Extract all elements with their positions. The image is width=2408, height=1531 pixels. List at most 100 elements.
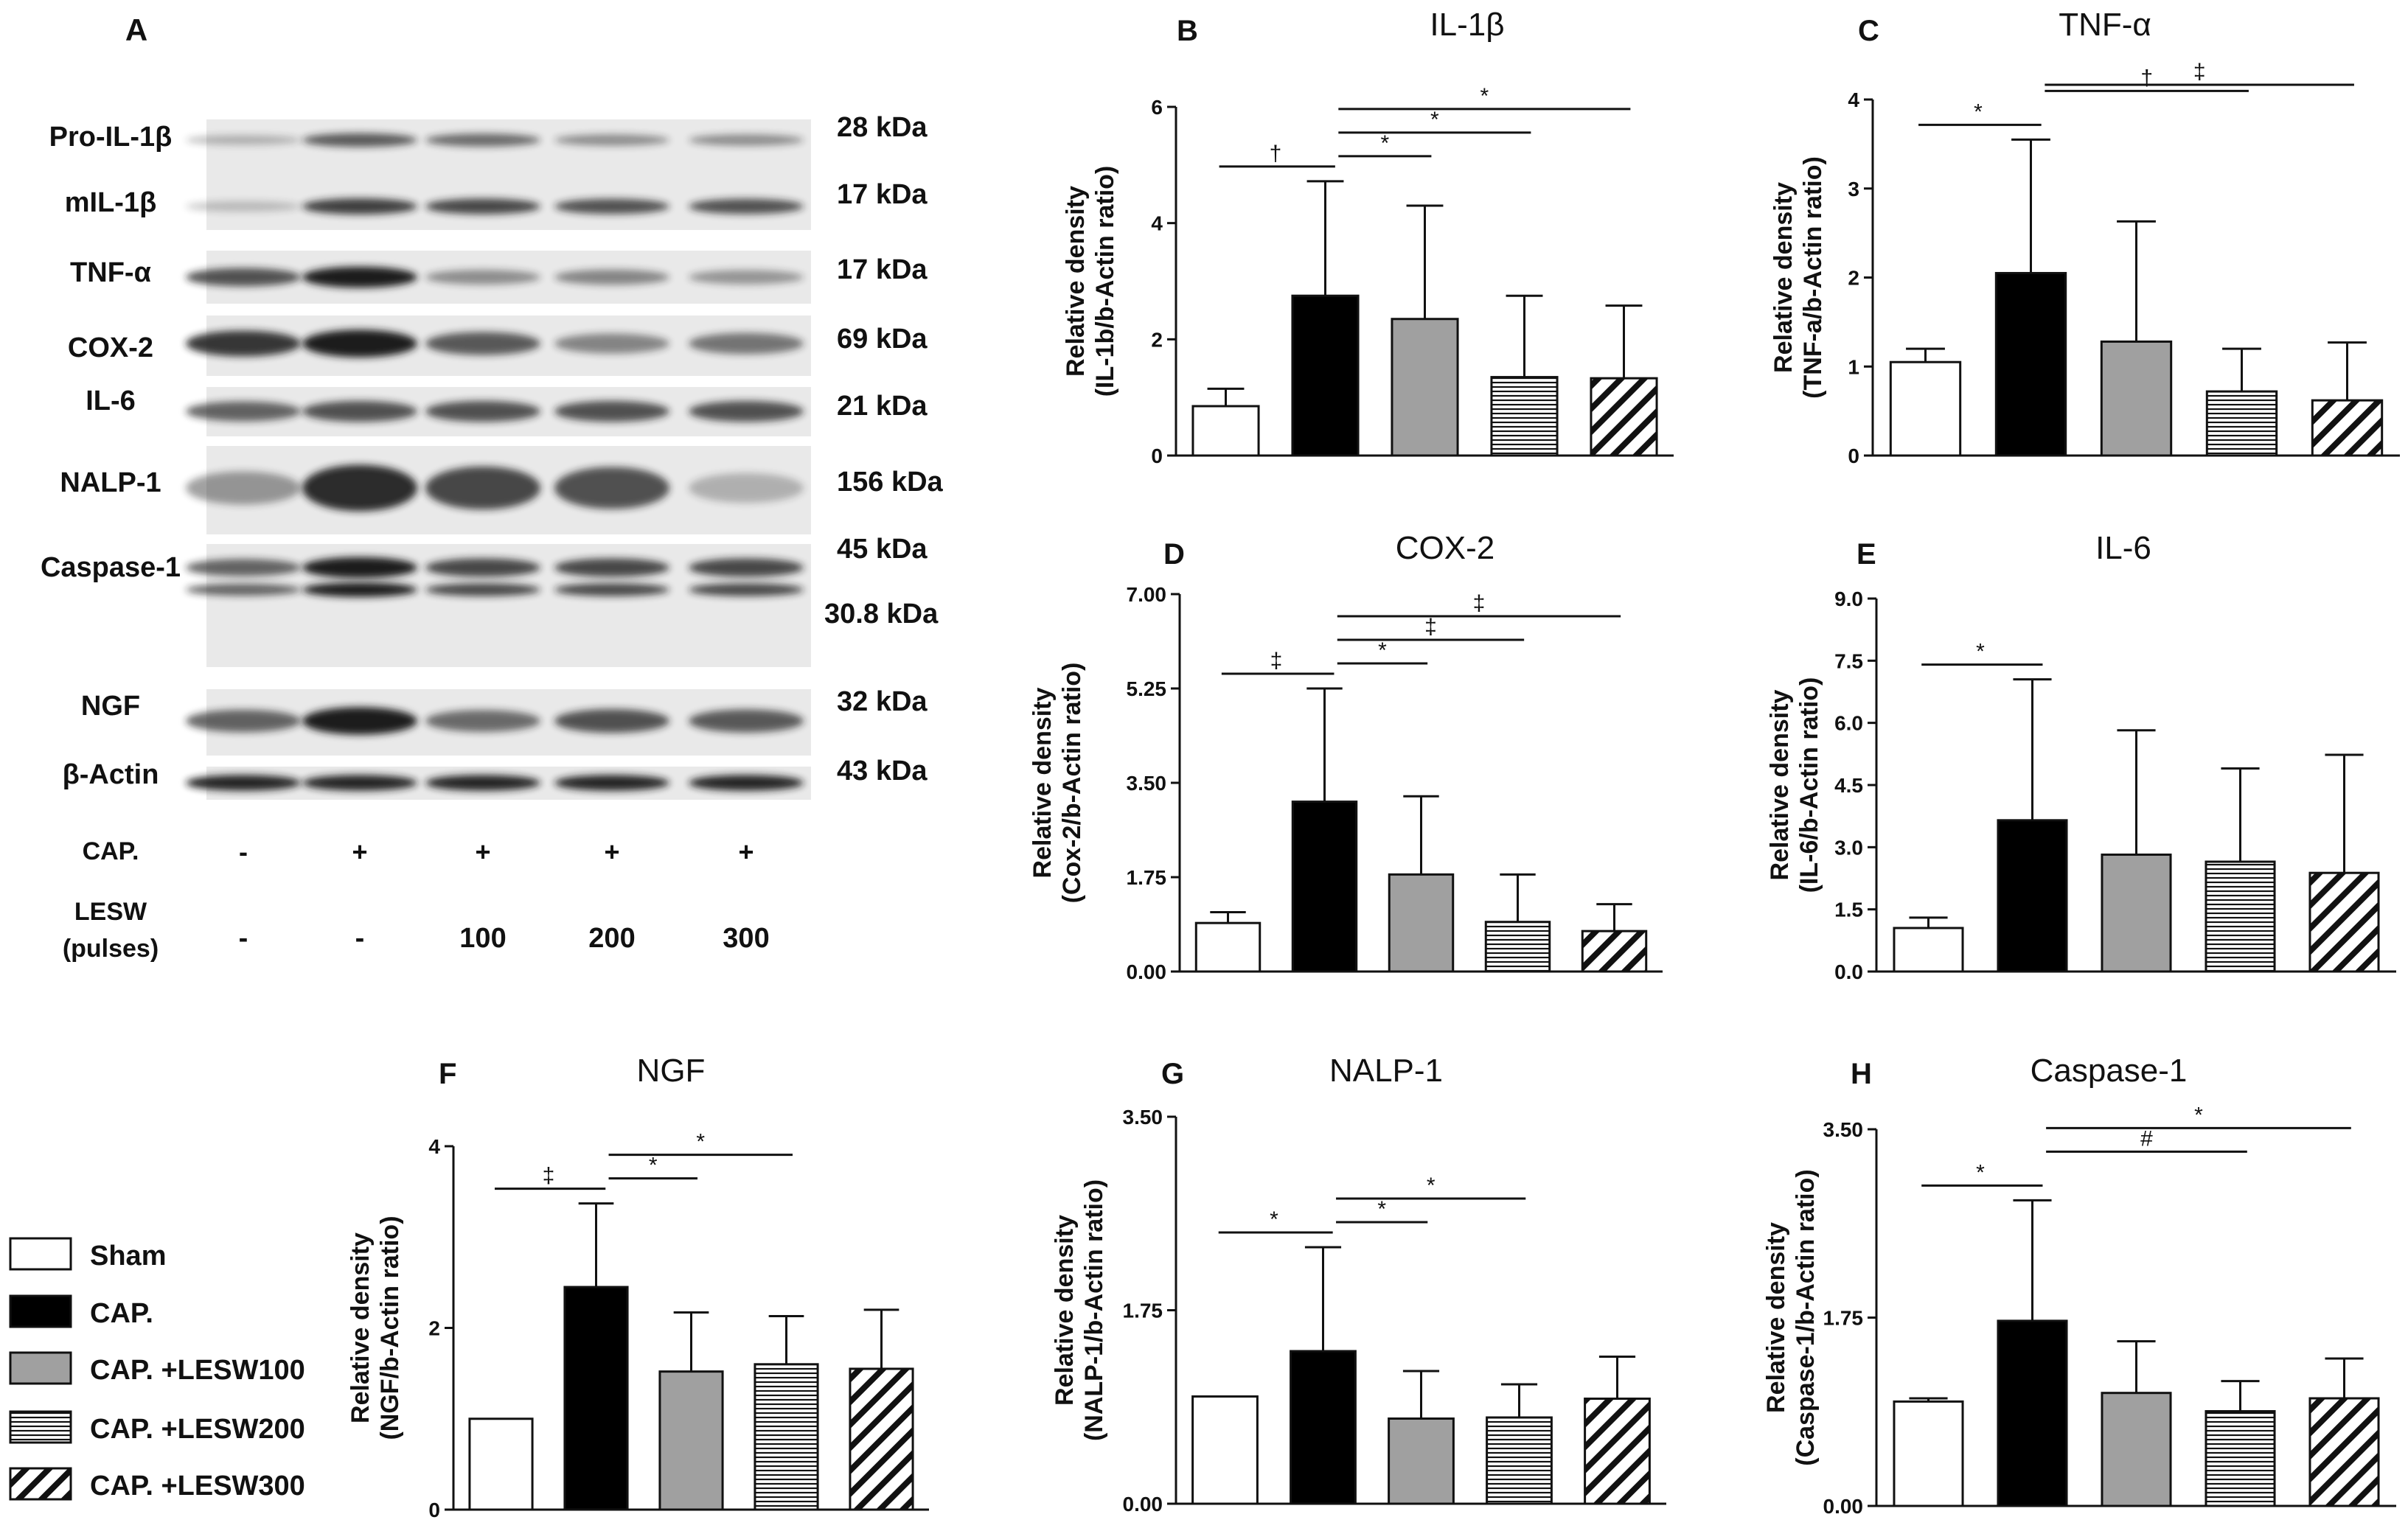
panel-letter: B [1177, 15, 1198, 47]
y-tick-label: 0 [428, 1499, 440, 1521]
blot-band [689, 583, 804, 596]
panel-letter: A [125, 13, 147, 47]
legend-label: CAP. [90, 1298, 153, 1329]
blot-band [302, 133, 417, 147]
blot-band [425, 710, 540, 732]
y-tick-label: 7.00 [1127, 583, 1167, 606]
y-axis-label: (Cox-2/b-Actin ratio) [1058, 663, 1086, 904]
legend-label: CAP. +LESW200 [90, 1414, 305, 1445]
legend: Sham CAP. CAP. +LESW100 CAP. +LESW200 CAP. +… [10, 1238, 305, 1502]
bar [1591, 378, 1657, 456]
blot-band [186, 331, 301, 357]
blot-row-label: Caspase-1 [41, 552, 181, 583]
chart-title: Caspase-1 [2031, 1053, 2188, 1089]
significance-symbol: * [1976, 640, 1985, 664]
blot-band [554, 134, 669, 146]
significance-symbol: * [1378, 638, 1387, 663]
legend-swatch [10, 1468, 71, 1499]
significance-symbol: † [2140, 66, 2153, 90]
legend-label: CAP. +LESW300 [90, 1471, 305, 1502]
western-blot-panel: A Pro-IL-1β 28 kDa mIL-1β 17 kDa TNF-α 17 kDa C… [41, 13, 944, 963]
significance-symbol: * [1974, 100, 1983, 124]
y-tick-label: 3.50 [1823, 1118, 1864, 1141]
blot-band [302, 401, 417, 422]
significance-symbol: † [1270, 142, 1282, 166]
lesw-value: 200 [588, 923, 635, 954]
chart-title: TNF-α [2059, 7, 2151, 43]
y-tick-label: 5.25 [1127, 677, 1167, 700]
blot-row-label: NGF [81, 691, 140, 722]
blot-row-label: COX-2 [68, 332, 153, 363]
blot-kda-label: 30.8 kDa [824, 599, 939, 630]
bar [1292, 802, 1356, 972]
bar [1582, 931, 1646, 972]
bar [470, 1419, 532, 1510]
chart-b: B IL-1β Relative density (IL-1b/b-Actin rat… [1062, 7, 1674, 467]
chart-title: NGF [637, 1053, 706, 1089]
y-tick-label: 3.50 [1127, 772, 1167, 795]
chart-d: D COX-2 Relative density (Cox-2/b-Actin rat… [1029, 530, 1663, 983]
chart-e: E IL-6 Relative density (IL-6/b-Actin ratio… [1766, 530, 2396, 983]
bar [1585, 1399, 1650, 1504]
significance-symbol: * [1976, 1160, 1985, 1185]
significance-symbol: * [1381, 131, 1390, 156]
y-tick-label: 2 [1151, 328, 1163, 351]
significance-symbol: * [1270, 1207, 1278, 1232]
blot-band [425, 401, 540, 422]
bar [2312, 400, 2381, 456]
bar [1193, 1397, 1258, 1504]
panel-letter: H [1851, 1058, 1872, 1090]
significance-symbol: ‡ [1424, 615, 1437, 639]
y-tick-label: 9.0 [1834, 587, 1863, 610]
blot-band [554, 583, 669, 596]
y-tick-label: 0.00 [1127, 960, 1167, 983]
y-tick-label: 6.0 [1834, 712, 1863, 735]
blot-band [689, 558, 804, 576]
blot-row-label: NALP-1 [60, 467, 161, 498]
blot-band [186, 201, 301, 212]
lesw-label: LESW [74, 898, 147, 926]
bar [850, 1369, 913, 1510]
y-axis-label: (NGF/b-Actin ratio) [376, 1216, 404, 1440]
lesw-value: 100 [459, 923, 506, 954]
bar [2207, 391, 2276, 456]
cap-value: + [604, 837, 619, 867]
figure: APro-IL-1β 28 kDamIL-1β 17 kDaTNF-α 17 kDaC… [0, 0, 2408, 1531]
bar [2206, 862, 2275, 972]
y-tick-label: 1.75 [1127, 866, 1167, 889]
chart-title: IL-6 [2095, 530, 2151, 566]
lesw-value: - [239, 923, 248, 954]
significance-symbol: * [1480, 84, 1489, 108]
lesw-value: 300 [723, 923, 769, 954]
blot-row-label: TNF-α [70, 257, 151, 288]
significance-symbol: * [1430, 108, 1439, 132]
blot-band [689, 473, 804, 503]
legend-swatch [10, 1238, 71, 1269]
blot-kda-label: 17 kDa [837, 179, 928, 210]
blot-band [689, 199, 804, 215]
blot-kda-label: 43 kDa [837, 756, 928, 787]
significance-symbol: * [1377, 1197, 1386, 1221]
chart-title: NALP-1 [1329, 1053, 1443, 1089]
blot-band [302, 707, 417, 734]
panel-letter: D [1163, 538, 1185, 571]
blot-band [425, 583, 540, 596]
blot-band [186, 775, 301, 791]
lesw-value: - [355, 923, 365, 954]
blot-row-label: β-Actin [63, 759, 159, 790]
blot-kda-label: 21 kDa [837, 391, 928, 422]
y-tick-label: 1.75 [1823, 1307, 1864, 1330]
legend-label: CAP. +LESW100 [90, 1355, 305, 1386]
blot-band [689, 134, 804, 146]
y-axis-label: Relative density [1770, 182, 1798, 373]
bar [2102, 854, 2171, 972]
y-axis-label: Relative density [1766, 689, 1794, 880]
bar [1196, 923, 1259, 972]
y-tick-label: 4.5 [1834, 774, 1863, 797]
blot-band [302, 198, 417, 215]
legend-swatch [10, 1296, 71, 1327]
significance-symbol: # [2140, 1126, 2153, 1151]
y-tick-label: 1 [1848, 355, 1859, 378]
bar [1389, 874, 1452, 972]
